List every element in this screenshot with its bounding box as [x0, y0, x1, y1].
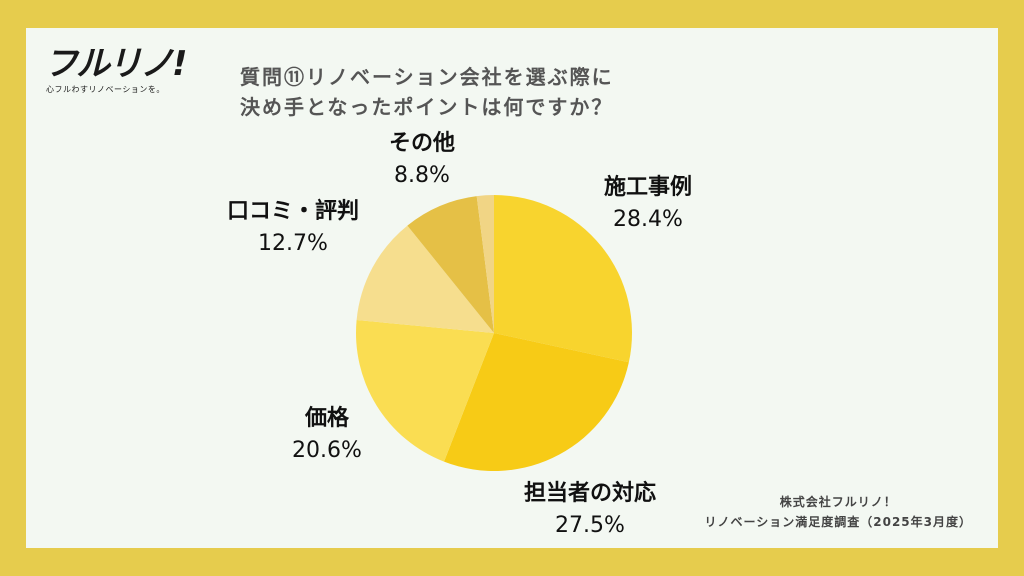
- chart-title: 質問⑪リノベーション会社を選ぶ際に 決め手となったポイントは何ですか？: [240, 62, 800, 122]
- chart-title-line-1: 質問⑪リノベーション会社を選ぶ際に: [240, 65, 614, 89]
- source-survey: リノベーション満足度調査（2025年3月度）: [704, 515, 972, 529]
- logo-tagline: 心フルわすリノベーションを。: [46, 85, 165, 94]
- slice-value-3: 20.6%: [292, 438, 362, 463]
- slice-label-3: 価格: [304, 405, 350, 431]
- chart-title-line-2: 決め手となったポイントは何ですか？: [240, 95, 614, 119]
- pie-slice-1: [494, 195, 632, 363]
- slice-value-5: 8.8%: [394, 163, 450, 188]
- pie-slice-4: [356, 225, 494, 333]
- slice-value-2: 27.5%: [555, 513, 625, 538]
- slice-label-1: 施工事例: [604, 174, 692, 200]
- pie-slice-3: [355, 320, 494, 462]
- pie-slice-2: [444, 333, 629, 472]
- slice-value-1: 28.4%: [613, 207, 683, 232]
- logo-mark: フルリノ!: [44, 44, 188, 84]
- brand-logo: フルリノ! 心フルわすリノベーションを。: [44, 44, 188, 100]
- pie-slice-unlabeled: [476, 195, 494, 333]
- source-company: 株式会社フルリノ！: [779, 495, 897, 509]
- slice-label-2: 担当者の対応: [524, 480, 656, 506]
- source-note: 株式会社フルリノ！ リノベーション満足度調査（2025年3月度）: [704, 492, 972, 532]
- pie-slice-5: [407, 196, 494, 333]
- slice-value-4: 12.7%: [258, 231, 328, 256]
- slice-label-4: 口コミ・評判: [227, 198, 359, 224]
- slice-label-5: その他: [389, 131, 455, 156]
